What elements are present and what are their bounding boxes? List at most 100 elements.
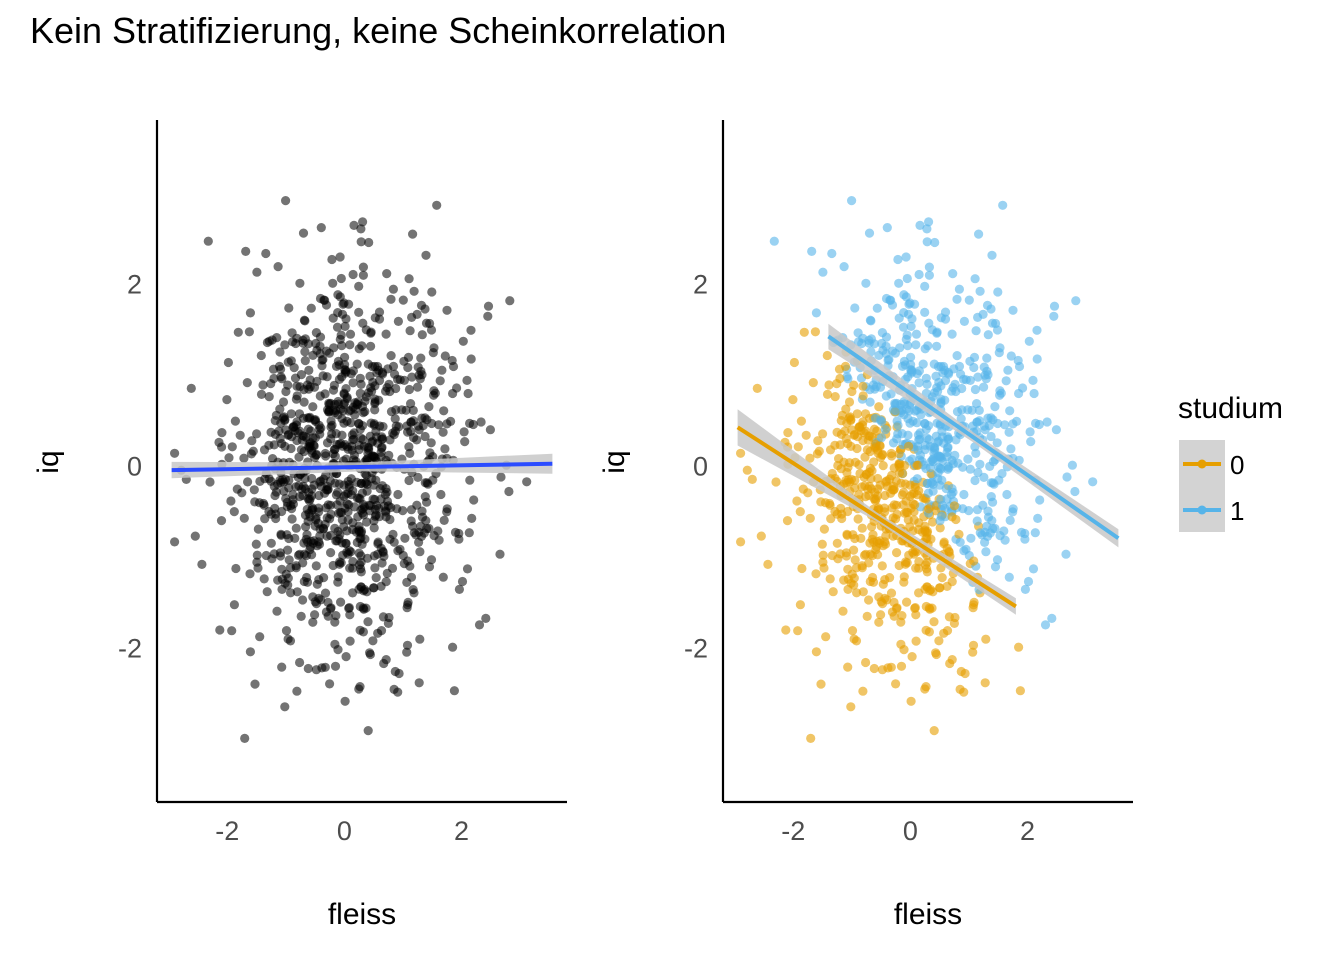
right-scatter-point-studium-1 (984, 421, 994, 431)
left-scatter-point (276, 530, 286, 541)
left-scatter-point (448, 388, 458, 399)
right-scatter-point-studium-0 (875, 441, 885, 451)
left-scatter-point (426, 438, 436, 448)
right-scatter-point-studium-1 (1031, 418, 1041, 428)
left-scatter-point (469, 495, 479, 505)
left-scatter-point (298, 558, 308, 568)
right-scatter-point-studium-0 (847, 386, 857, 397)
left-scatter-point (336, 558, 346, 568)
right-scatter-point-studium-0 (947, 577, 957, 587)
right-scatter-point-studium-0 (736, 537, 746, 547)
left-scatter-point (390, 369, 400, 379)
left-scatter-point (277, 564, 287, 574)
right-scatter-point-studium-0 (841, 404, 851, 414)
left-scatter-point (322, 481, 332, 492)
right-scatter-point-studium-1 (992, 555, 1003, 565)
right-scatter-point-studium-1 (882, 223, 892, 233)
right-scatter-point-studium-1 (972, 516, 982, 526)
right-scatter-point-studium-1 (915, 434, 925, 444)
left-scatter-point (310, 610, 320, 620)
right-scatter-point-studium-1 (979, 362, 989, 372)
left-scatter-point (406, 426, 416, 436)
right-scatter-point-studium-1 (1035, 495, 1045, 505)
right-scatter-point-studium-0 (899, 577, 909, 587)
left-scatter-point (320, 519, 330, 529)
right-scatter-point-studium-0 (742, 465, 752, 475)
right-scatter-point-studium-1 (1029, 388, 1039, 399)
right-scatter-point-studium-0 (844, 397, 855, 407)
right-scatter-point-studium-0 (864, 558, 874, 568)
left-scatter-point (290, 533, 300, 544)
left-scatter-point (371, 573, 381, 583)
right-scatter-point-studium-1 (983, 413, 993, 423)
right-scatter-point-studium-0 (885, 573, 895, 583)
right-scatter-point-studium-1 (965, 375, 975, 385)
left-scatter-point (386, 294, 396, 304)
left-scatter-point (259, 574, 269, 584)
right-scatter-point-studium-1 (1003, 365, 1013, 375)
left-scatter-point (406, 417, 416, 427)
left-scatter-point (398, 506, 408, 516)
left-scatter-point (296, 370, 306, 380)
right-scatter-point-studium-1 (898, 322, 909, 332)
right-scatter-point-studium-0 (947, 655, 957, 665)
right-scatter-point-studium-1 (986, 431, 996, 442)
left-scatter-point (465, 475, 475, 485)
left-scatter-point (462, 375, 472, 385)
left-scatter-point (420, 492, 430, 502)
right-scatter-point-studium-0 (821, 632, 831, 642)
left-scatter-point (384, 379, 394, 389)
left-scatter-point (277, 662, 287, 672)
right-scatter-point-studium-0 (832, 509, 842, 519)
right-scatter-point-studium-1 (937, 426, 947, 436)
right-scatter-point-studium-1 (959, 316, 970, 326)
left-scatter-point (255, 632, 265, 642)
right-scatter-point-studium-1 (994, 348, 1004, 358)
left-scatter-point (268, 454, 278, 464)
left-scatter-point (292, 417, 302, 427)
left-scatter-point (264, 392, 274, 402)
right-scatter-point-studium-1 (979, 472, 989, 482)
left-scatter-point (348, 366, 358, 376)
right-scatter-point-studium-0 (931, 648, 941, 658)
right-scatter-point-studium-0 (832, 427, 842, 437)
right-scatter-point-studium-1 (990, 562, 1001, 572)
right-scatter-point-studium-1 (965, 464, 975, 474)
left-scatter-point (358, 603, 368, 613)
right-scatter-point-studium-1 (970, 384, 981, 395)
left-y-axis-title: iq (32, 450, 65, 473)
left-scatter-point (205, 477, 215, 487)
right-scatter-point-studium-0 (903, 507, 913, 518)
right-scatter-point-studium-1 (964, 506, 974, 516)
right-scatter-point-studium-1 (956, 369, 966, 379)
right-scatter-point-studium-0 (901, 496, 911, 506)
left-scatter-point (402, 640, 413, 650)
left-scatter-point (371, 500, 382, 511)
left-scatter-point (274, 361, 285, 371)
right-scatter-point-studium-1 (847, 196, 857, 206)
left-scatter-point (361, 325, 371, 335)
left-scatter-point (197, 559, 207, 570)
left-scatter-point (522, 477, 532, 487)
left-scatter-point (335, 496, 345, 506)
right-scatter-point-studium-1 (894, 313, 904, 323)
left-scatter-point (402, 603, 412, 613)
left-scatter-point (315, 531, 325, 541)
right-scatter-point-studium-0 (889, 500, 899, 510)
left-scatter-point (406, 505, 416, 515)
right-scatter-point-studium-1 (1004, 427, 1014, 437)
left-scatter-point (388, 529, 398, 540)
right-scatter-point-studium-0 (865, 431, 875, 441)
left-scatter-point (266, 509, 276, 519)
left-scatter-point (341, 538, 351, 549)
right-scatter-point-studium-0 (806, 733, 816, 744)
left-scatter-point (320, 389, 330, 399)
left-scatter-point (321, 470, 331, 481)
right-scatter-point-studium-0 (862, 445, 873, 455)
right-scatter-point-studium-0 (906, 696, 916, 706)
left-scatter-point (309, 441, 319, 451)
left-scatter-point (389, 684, 399, 695)
right-studium-1-regression-line (827, 334, 1120, 540)
left-scatter-point (227, 442, 237, 452)
left-scatter-point (292, 686, 302, 696)
